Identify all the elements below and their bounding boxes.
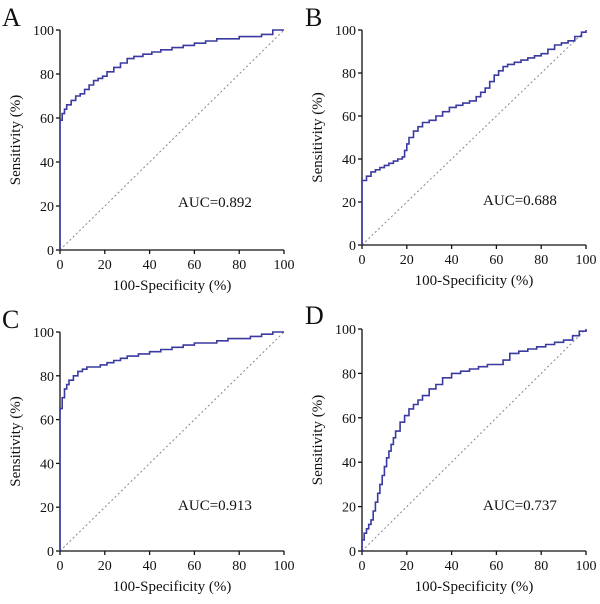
x-tick-label: 0	[57, 559, 64, 574]
y-tick-label: 100	[335, 24, 356, 39]
x-tick-label: 40	[143, 258, 157, 273]
y-tick-label: 80	[40, 68, 54, 83]
reference-diagonal	[361, 29, 587, 246]
y-tick-label: 20	[40, 200, 54, 215]
y-tick-label: 100	[33, 326, 54, 341]
panel-letter: A	[2, 3, 21, 32]
x-tick-label: 60	[489, 253, 503, 268]
x-tick-label: 60	[187, 258, 201, 273]
roc-panel-d: D 0 20 40 60 80 100 0 20 40 60 80 100 100-Specificity…	[305, 301, 597, 595]
x-tick-label: 100	[576, 253, 597, 268]
y-tick-label: 40	[40, 457, 54, 472]
x-tick-label: 100	[274, 559, 295, 574]
y-tick-label: 40	[342, 153, 356, 168]
y-tick-label: 0	[47, 244, 54, 259]
y-tick-label: 60	[342, 412, 356, 427]
y-tick-label: 80	[342, 367, 356, 382]
y-tick-label: 0	[349, 545, 356, 560]
auc-label: AUC=0.737	[483, 498, 557, 514]
y-tick-label: 60	[342, 110, 356, 125]
auc-label: AUC=0.688	[483, 193, 557, 209]
x-tick-label: 40	[143, 559, 157, 574]
x-tick-label: 60	[187, 559, 201, 574]
y-tick-label: 0	[47, 545, 54, 560]
y-tick-label: 60	[40, 112, 54, 127]
x-axis-title: 100-Specificity (%)	[113, 579, 232, 595]
y-tick-label: 20	[342, 196, 356, 211]
y-tick-label: 0	[349, 239, 356, 254]
x-axis-title: 100-Specificity (%)	[415, 273, 534, 289]
reference-diagonal	[361, 328, 587, 552]
y-axis-title: Sensitivity (%)	[310, 395, 326, 485]
y-axis-title: Sensitivity (%)	[310, 92, 326, 182]
roc-panel-a: A 0 20 40 60 80 100 0 20 40 60 80 100 100-Specificity…	[2, 3, 295, 294]
roc-panel-b: B 0 20 40 60 80 100 0 20 40 60 80 100 100-Specificity…	[305, 3, 597, 289]
roc-curve	[59, 29, 284, 250]
x-tick-label: 80	[534, 559, 548, 574]
x-tick-label: 60	[489, 559, 503, 574]
reference-diagonal	[59, 29, 285, 251]
y-tick-label: 100	[335, 323, 356, 338]
y-tick-label: 40	[40, 156, 54, 171]
x-tick-label: 20	[400, 559, 414, 574]
roc-curve	[59, 331, 284, 551]
roc-panel-c: C 0 20 40 60 80 100 0 20 40 60 80 100 100-Specificity…	[2, 305, 295, 595]
auc-label: AUC=0.892	[178, 195, 252, 211]
x-tick-label: 0	[359, 253, 366, 268]
x-tick-label: 40	[445, 253, 459, 268]
y-tick-label: 100	[33, 24, 54, 39]
panel-letter: C	[2, 305, 19, 334]
x-tick-label: 100	[576, 559, 597, 574]
y-tick-label: 20	[40, 501, 54, 516]
y-tick-label: 80	[40, 370, 54, 385]
y-tick-label: 80	[342, 67, 356, 82]
x-tick-label: 100	[274, 258, 295, 273]
reference-diagonal	[59, 331, 285, 552]
panel-letter: D	[305, 301, 324, 330]
panel-letter: B	[305, 3, 322, 32]
x-tick-label: 20	[98, 258, 112, 273]
y-axis-title: Sensitivity (%)	[8, 396, 24, 486]
x-tick-label: 80	[232, 258, 246, 273]
y-tick-label: 60	[40, 414, 54, 429]
x-axis-title: 100-Specificity (%)	[415, 579, 534, 595]
x-tick-label: 80	[534, 253, 548, 268]
auc-label: AUC=0.913	[178, 498, 252, 514]
x-tick-label: 80	[232, 559, 246, 574]
y-tick-label: 20	[342, 501, 356, 516]
x-tick-label: 0	[57, 258, 64, 273]
y-tick-label: 40	[342, 456, 356, 471]
x-axis-title: 100-Specificity (%)	[113, 278, 232, 294]
y-axis-title: Sensitivity (%)	[8, 95, 24, 185]
roc-curve	[361, 329, 587, 551]
roc-curve	[361, 30, 587, 245]
x-tick-label: 0	[359, 559, 366, 574]
x-tick-label: 40	[445, 559, 459, 574]
x-tick-label: 20	[400, 253, 414, 268]
x-tick-label: 20	[98, 559, 112, 574]
